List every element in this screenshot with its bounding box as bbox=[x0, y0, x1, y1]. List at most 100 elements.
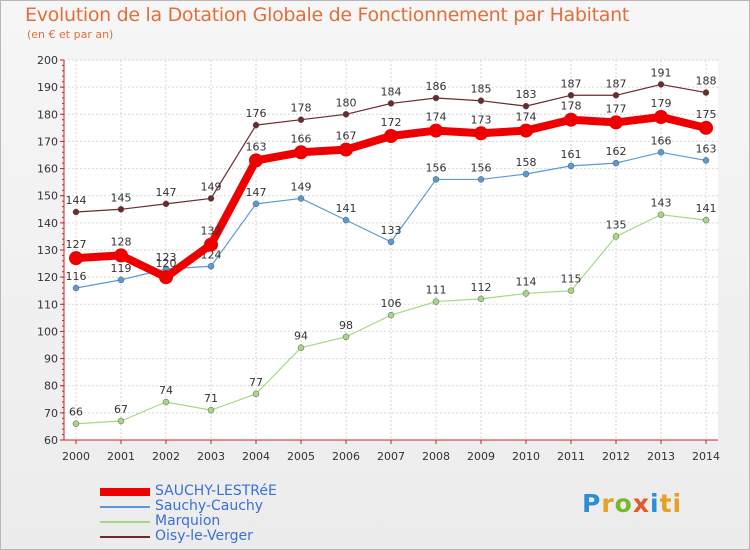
data-point-marquion bbox=[207, 406, 215, 414]
proxiti-logo: Proxiti bbox=[582, 489, 682, 518]
data-point-sauchy-lestr-e bbox=[204, 237, 218, 252]
data-point-sauchy-lestr-e bbox=[609, 115, 623, 130]
data-point-sauchy-lestr-e bbox=[114, 248, 128, 263]
data-label-oisy-le-verger: 147 bbox=[156, 186, 177, 199]
data-point-oisy-le-verger bbox=[567, 92, 575, 99]
data-label-sauchy-lestr-e: 178 bbox=[561, 100, 582, 113]
legend-swatch bbox=[100, 521, 150, 523]
data-point-sauchy-cauchy bbox=[477, 176, 485, 183]
data-label-sauchy-cauchy: 141 bbox=[336, 202, 357, 215]
data-point-oisy-le-verger bbox=[612, 92, 620, 99]
y-tick-label: 80 bbox=[44, 380, 58, 393]
legend-swatch bbox=[100, 506, 150, 508]
data-label-oisy-le-verger: 144 bbox=[66, 194, 87, 207]
y-tick-label: 110 bbox=[37, 298, 58, 311]
data-label-sauchy-lestr-e: 163 bbox=[246, 140, 267, 153]
x-tick-label: 2001 bbox=[107, 450, 135, 463]
data-label-sauchy-lestr-e: 132 bbox=[201, 225, 222, 238]
y-tick-label: 90 bbox=[44, 353, 58, 366]
data-point-marquion bbox=[432, 298, 440, 305]
y-tick-label: 150 bbox=[37, 190, 58, 203]
data-point-oisy-le-verger bbox=[387, 100, 395, 107]
legend-label: SAUCHY-LESTRéE bbox=[155, 483, 277, 499]
x-tick-label: 2006 bbox=[332, 450, 360, 463]
x-tick-label: 2010 bbox=[512, 450, 540, 463]
x-tick-label: 2000 bbox=[62, 450, 90, 463]
data-point-sauchy-cauchy bbox=[117, 276, 125, 284]
data-label-sauchy-cauchy: 116 bbox=[66, 270, 87, 283]
data-label-sauchy-lestr-e: 128 bbox=[111, 235, 132, 248]
data-point-marquion bbox=[162, 398, 170, 406]
data-label-marquion: 112 bbox=[471, 281, 492, 294]
data-label-oisy-le-verger: 178 bbox=[291, 102, 312, 115]
data-label-oisy-le-verger: 184 bbox=[381, 85, 402, 98]
data-label-marquion: 71 bbox=[204, 392, 218, 405]
data-point-sauchy-lestr-e bbox=[654, 110, 668, 124]
data-label-marquion: 106 bbox=[381, 297, 402, 310]
data-point-sauchy-lestr-e bbox=[564, 112, 578, 127]
data-label-sauchy-lestr-e: 179 bbox=[651, 97, 672, 110]
data-label-sauchy-lestr-e: 167 bbox=[336, 130, 357, 143]
data-point-oisy-le-verger bbox=[72, 208, 80, 216]
legend-label: Oisy-le-Verger bbox=[155, 528, 253, 544]
data-point-marquion bbox=[297, 344, 305, 351]
data-point-oisy-le-verger bbox=[342, 111, 350, 118]
logo-letter: o bbox=[614, 489, 633, 518]
data-point-marquion bbox=[72, 420, 80, 427]
data-label-marquion: 114 bbox=[516, 275, 537, 288]
logo-letter: r bbox=[601, 489, 615, 518]
data-label-marquion: 115 bbox=[561, 273, 582, 286]
data-point-oisy-le-verger bbox=[702, 89, 710, 96]
data-point-sauchy-cauchy bbox=[432, 176, 440, 183]
data-point-oisy-le-verger bbox=[207, 195, 215, 202]
logo-letter: i bbox=[650, 489, 660, 518]
y-tick-label: 60 bbox=[44, 434, 58, 447]
data-point-oisy-le-verger bbox=[432, 94, 440, 102]
data-point-sauchy-lestr-e bbox=[519, 123, 533, 138]
data-label-marquion: 111 bbox=[426, 284, 447, 297]
data-point-oisy-le-verger bbox=[477, 97, 485, 104]
data-point-oisy-le-verger bbox=[657, 81, 665, 88]
data-label-sauchy-cauchy: 123 bbox=[156, 251, 177, 264]
data-label-marquion: 66 bbox=[69, 406, 83, 419]
data-label-oisy-le-verger: 187 bbox=[606, 77, 627, 90]
x-tick-label: 2004 bbox=[242, 450, 270, 463]
legend-swatch bbox=[100, 536, 150, 538]
y-tick-label: 160 bbox=[37, 163, 58, 176]
data-point-marquion bbox=[702, 216, 710, 224]
data-label-oisy-le-verger: 186 bbox=[426, 80, 447, 93]
data-label-oisy-le-verger: 149 bbox=[201, 180, 222, 193]
chart-subtitle: (en € et par an) bbox=[27, 28, 114, 41]
data-label-sauchy-cauchy: 119 bbox=[111, 262, 132, 275]
y-tick-label: 170 bbox=[37, 135, 58, 148]
data-point-marquion bbox=[342, 333, 350, 341]
data-label-marquion: 67 bbox=[114, 403, 128, 416]
y-tick-label: 100 bbox=[37, 325, 58, 338]
logo-letter: P bbox=[582, 489, 602, 518]
x-tick-label: 2003 bbox=[197, 450, 225, 463]
data-point-sauchy-cauchy bbox=[567, 162, 575, 170]
data-label-marquion: 98 bbox=[339, 319, 353, 332]
data-point-oisy-le-verger bbox=[117, 206, 125, 213]
data-label-sauchy-cauchy: 156 bbox=[426, 161, 447, 174]
data-label-marquion: 135 bbox=[606, 218, 627, 231]
data-point-sauchy-lestr-e bbox=[159, 270, 173, 285]
data-point-sauchy-lestr-e bbox=[294, 145, 308, 160]
data-point-marquion bbox=[477, 295, 485, 303]
chart-title: Evolution de la Dotation Globale de Fonc… bbox=[25, 4, 630, 26]
data-label-marquion: 77 bbox=[249, 376, 263, 389]
data-point-sauchy-cauchy bbox=[207, 263, 215, 270]
data-label-marquion: 94 bbox=[294, 330, 308, 343]
data-label-sauchy-lestr-e: 174 bbox=[516, 111, 537, 124]
data-label-marquion: 143 bbox=[651, 197, 672, 210]
data-label-sauchy-cauchy: 161 bbox=[561, 148, 582, 161]
data-point-marquion bbox=[252, 390, 260, 398]
x-tick-label: 2011 bbox=[557, 450, 585, 463]
x-tick-label: 2008 bbox=[422, 450, 450, 463]
data-point-sauchy-lestr-e bbox=[249, 153, 263, 168]
data-label-oisy-le-verger: 183 bbox=[516, 88, 537, 101]
data-label-sauchy-lestr-e: 177 bbox=[606, 102, 627, 115]
data-point-oisy-le-verger bbox=[522, 102, 530, 110]
x-tick-label: 2014 bbox=[692, 450, 720, 463]
x-tick-label: 2012 bbox=[602, 450, 630, 463]
